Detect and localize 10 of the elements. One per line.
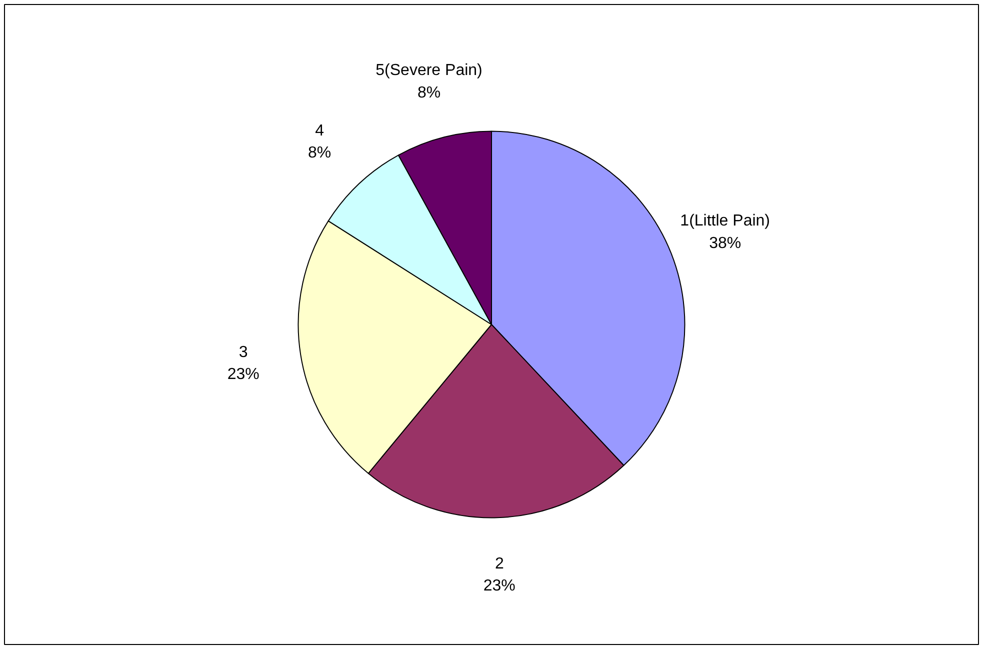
slice-label: 2: [494, 555, 504, 572]
data-label: 8%: [308, 144, 332, 162]
slice-label: 1(Little Pain): [680, 212, 770, 230]
slice-label: 3: [238, 344, 248, 362]
data-label: 38%: [709, 234, 742, 252]
slice-label: 5(Severe Pain): [376, 62, 482, 80]
data-label: 23%: [227, 366, 260, 384]
data-label: 23%: [483, 578, 516, 595]
data-label: 8%: [417, 84, 441, 102]
slice-label: 4: [315, 122, 324, 140]
